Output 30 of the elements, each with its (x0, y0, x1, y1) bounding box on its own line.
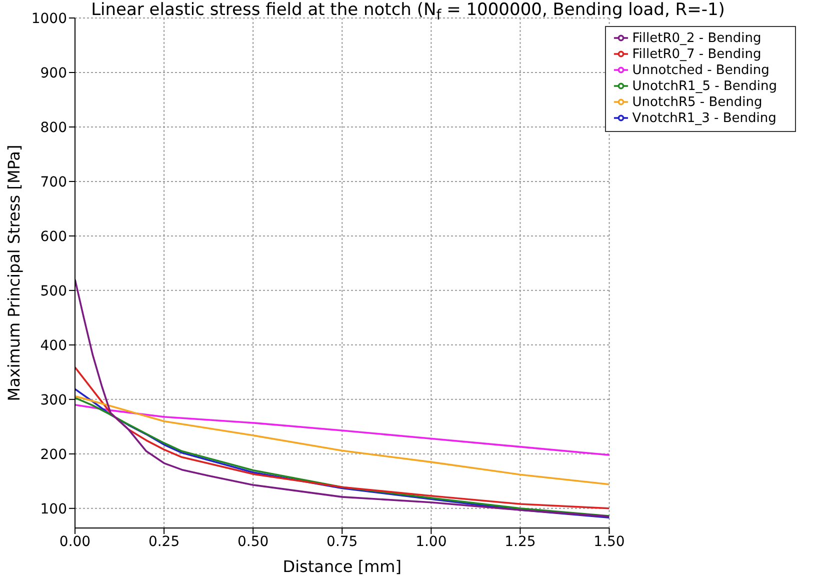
y-tick-label: 400 (40, 338, 67, 354)
line-series (75, 278, 610, 518)
y-tick-label: 700 (40, 174, 67, 190)
x-tick-label: 0.25 (148, 534, 180, 550)
line-series (75, 366, 610, 510)
legend-label: UnotchR1_5 - Bending (632, 79, 777, 94)
y-tick-label: 1000 (31, 10, 67, 27)
y-tick-label: 300 (40, 392, 67, 408)
y-tick-label: 500 (40, 283, 67, 300)
y-axis-title: Maximum Principal Stress [MPa] (4, 144, 24, 402)
legend-label: FilletR0_2 - Bending (632, 31, 762, 46)
y-tick-label: 100 (40, 501, 67, 518)
x-tick-label: 0.00 (59, 534, 91, 550)
legend-label: FilletR0_7 - Bending (632, 47, 762, 62)
y-tick-label: 900 (40, 65, 67, 82)
x-tick-label: 0.75 (326, 534, 358, 550)
legend-label: VnotchR1_3 - Bending (632, 111, 776, 126)
line-series (75, 395, 610, 486)
x-tick-label: 1.00 (416, 534, 447, 550)
y-tick-label: 600 (40, 228, 67, 245)
x-tick-label: 1.25 (504, 534, 536, 550)
y-tick-label: 200 (40, 446, 67, 463)
chart-title: Linear elastic stress field at the notch (N$_{f}$ = 1000000, Bending load, R=-1) (91, 0, 725, 24)
y-tick-label: 800 (40, 120, 67, 136)
legend-label: Unnotched - Bending (632, 63, 770, 78)
line-series (75, 404, 610, 456)
x-tick-label: 0.50 (238, 534, 269, 550)
x-axis-title: Distance [mm] (282, 557, 402, 576)
legend-label: UnotchR5 - Bending (632, 95, 762, 110)
x-tick-label: 1.50 (594, 534, 625, 550)
